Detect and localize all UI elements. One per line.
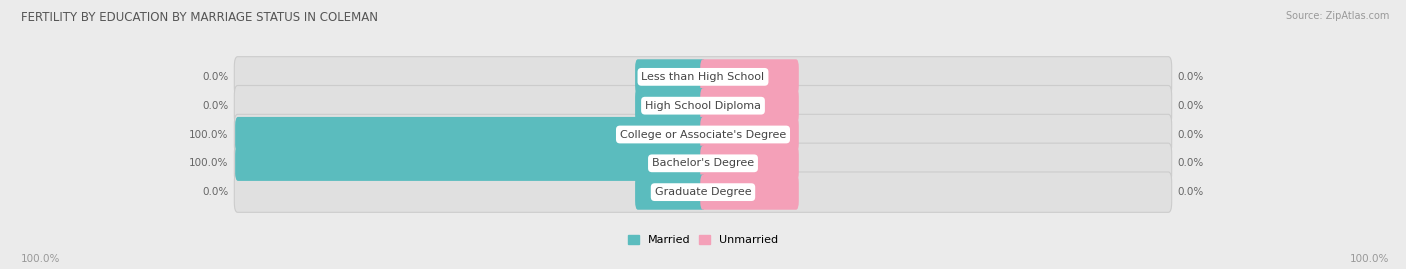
Text: 0.0%: 0.0% [202,72,229,82]
FancyBboxPatch shape [235,86,1171,126]
Text: 0.0%: 0.0% [202,101,229,111]
FancyBboxPatch shape [700,117,799,152]
Text: College or Associate's Degree: College or Associate's Degree [620,129,786,140]
FancyBboxPatch shape [636,175,706,210]
FancyBboxPatch shape [235,117,706,152]
Text: Source: ZipAtlas.com: Source: ZipAtlas.com [1285,11,1389,21]
Text: 0.0%: 0.0% [1177,158,1204,168]
FancyBboxPatch shape [235,57,1171,97]
FancyBboxPatch shape [235,114,1171,155]
Text: Graduate Degree: Graduate Degree [655,187,751,197]
Legend: Married, Unmarried: Married, Unmarried [627,235,779,245]
Text: 0.0%: 0.0% [202,187,229,197]
Text: 100.0%: 100.0% [190,158,229,168]
FancyBboxPatch shape [700,146,799,181]
Text: 100.0%: 100.0% [21,254,60,264]
Text: 0.0%: 0.0% [1177,72,1204,82]
FancyBboxPatch shape [235,146,706,181]
Text: 0.0%: 0.0% [1177,187,1204,197]
Text: 100.0%: 100.0% [1350,254,1389,264]
Text: FERTILITY BY EDUCATION BY MARRIAGE STATUS IN COLEMAN: FERTILITY BY EDUCATION BY MARRIAGE STATU… [21,11,378,24]
FancyBboxPatch shape [700,175,799,210]
Text: Bachelor's Degree: Bachelor's Degree [652,158,754,168]
Text: 100.0%: 100.0% [190,129,229,140]
FancyBboxPatch shape [235,172,1171,212]
FancyBboxPatch shape [636,88,706,123]
FancyBboxPatch shape [636,59,706,94]
FancyBboxPatch shape [700,88,799,123]
FancyBboxPatch shape [235,143,1171,183]
Text: 0.0%: 0.0% [1177,101,1204,111]
Text: Less than High School: Less than High School [641,72,765,82]
FancyBboxPatch shape [700,59,799,94]
Text: High School Diploma: High School Diploma [645,101,761,111]
Text: 0.0%: 0.0% [1177,129,1204,140]
